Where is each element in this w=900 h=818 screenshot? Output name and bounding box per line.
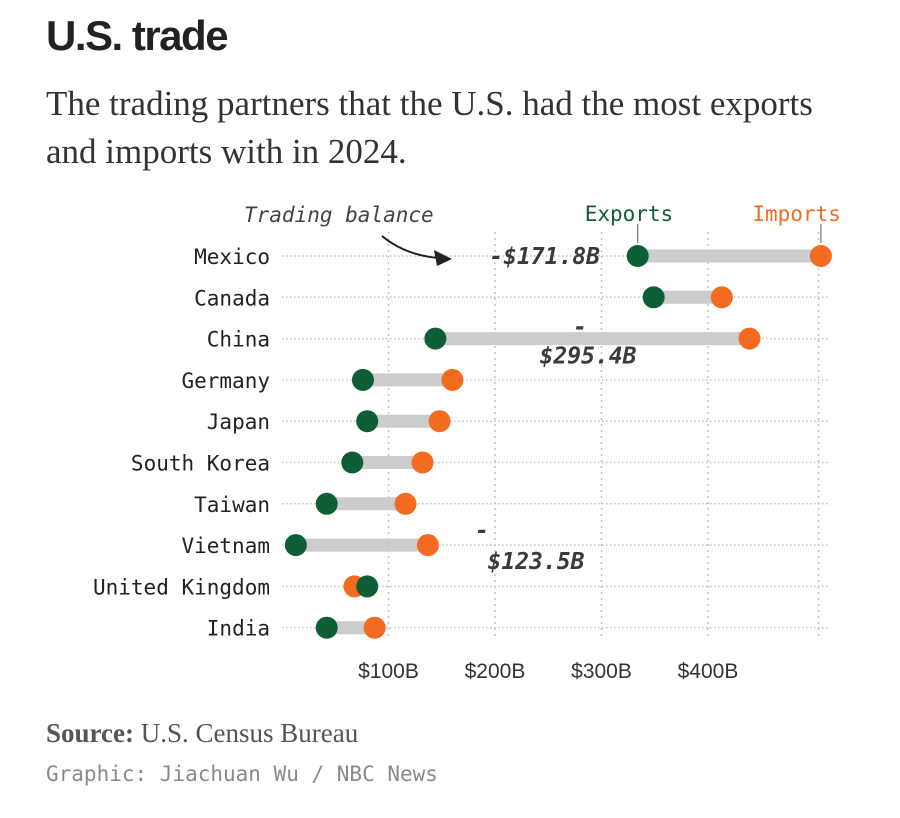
annotation-arrow (381, 235, 439, 259)
exports-dot (315, 492, 338, 515)
imports-dot (441, 368, 464, 391)
graphic-credit: Graphic: Jiachuan Wu / NBC News (46, 762, 438, 786)
label-layer: $100B $200B $300B $400B Mexico Canada China Ger… (93, 202, 841, 683)
dumbbell-chart: $100B $200B $300B $400B Mexico Canada China Ger… (93, 202, 841, 683)
x-tick-label: $400B (678, 660, 739, 683)
exports-dot (356, 575, 379, 598)
exports-dot (626, 245, 649, 267)
balance-label: -$171.8B (489, 244, 600, 270)
exports-dot (356, 410, 379, 433)
balance-label: - (573, 315, 587, 341)
annotation-arrowhead (434, 250, 452, 266)
country-label: China (207, 328, 270, 352)
imports-dot (411, 451, 434, 474)
legend-imports: Imports (752, 202, 841, 226)
country-label: South Korea (131, 452, 270, 476)
exports-dot (284, 534, 307, 557)
exports-dot (642, 286, 665, 309)
chart-subtitle: The trading partners that the U.S. had t… (46, 84, 813, 171)
x-tick-label: $200B (465, 660, 526, 683)
source-label: Source: (46, 718, 134, 748)
country-label: Germany (181, 369, 270, 393)
imports-dot (710, 286, 733, 309)
country-label: Vietnam (181, 534, 270, 558)
imports-dot (363, 616, 386, 639)
country-label: Taiwan (194, 493, 270, 517)
country-label: Mexico (194, 245, 270, 269)
source-note: Source: U.S. Census Bureau (46, 718, 358, 749)
imports-dot (394, 492, 417, 515)
imports-dot (738, 327, 761, 350)
dot-layer (284, 245, 832, 639)
chart-title: U.S. trade (46, 12, 229, 59)
imports-dot (428, 410, 451, 433)
imports-dot (416, 534, 439, 557)
country-label: United Kingdom (93, 575, 270, 599)
country-label: Japan (207, 410, 270, 434)
x-tick-label: $100B (358, 660, 419, 683)
country-label: Canada (194, 286, 270, 310)
balance-label: - (475, 518, 489, 544)
exports-dot (315, 616, 338, 639)
source-text: U.S. Census Bureau (140, 718, 359, 748)
imports-dot (809, 245, 832, 267)
annotation-trading-balance: Trading balance (244, 203, 434, 227)
country-label: India (207, 617, 270, 641)
balance-label: $295.4B (540, 344, 637, 370)
exports-dot (424, 327, 447, 350)
exports-dot (351, 368, 374, 391)
legend-exports: Exports (585, 202, 674, 226)
balance-label: $123.5B (488, 549, 585, 575)
exports-dot (341, 451, 364, 474)
x-tick-label: $300B (571, 660, 632, 683)
